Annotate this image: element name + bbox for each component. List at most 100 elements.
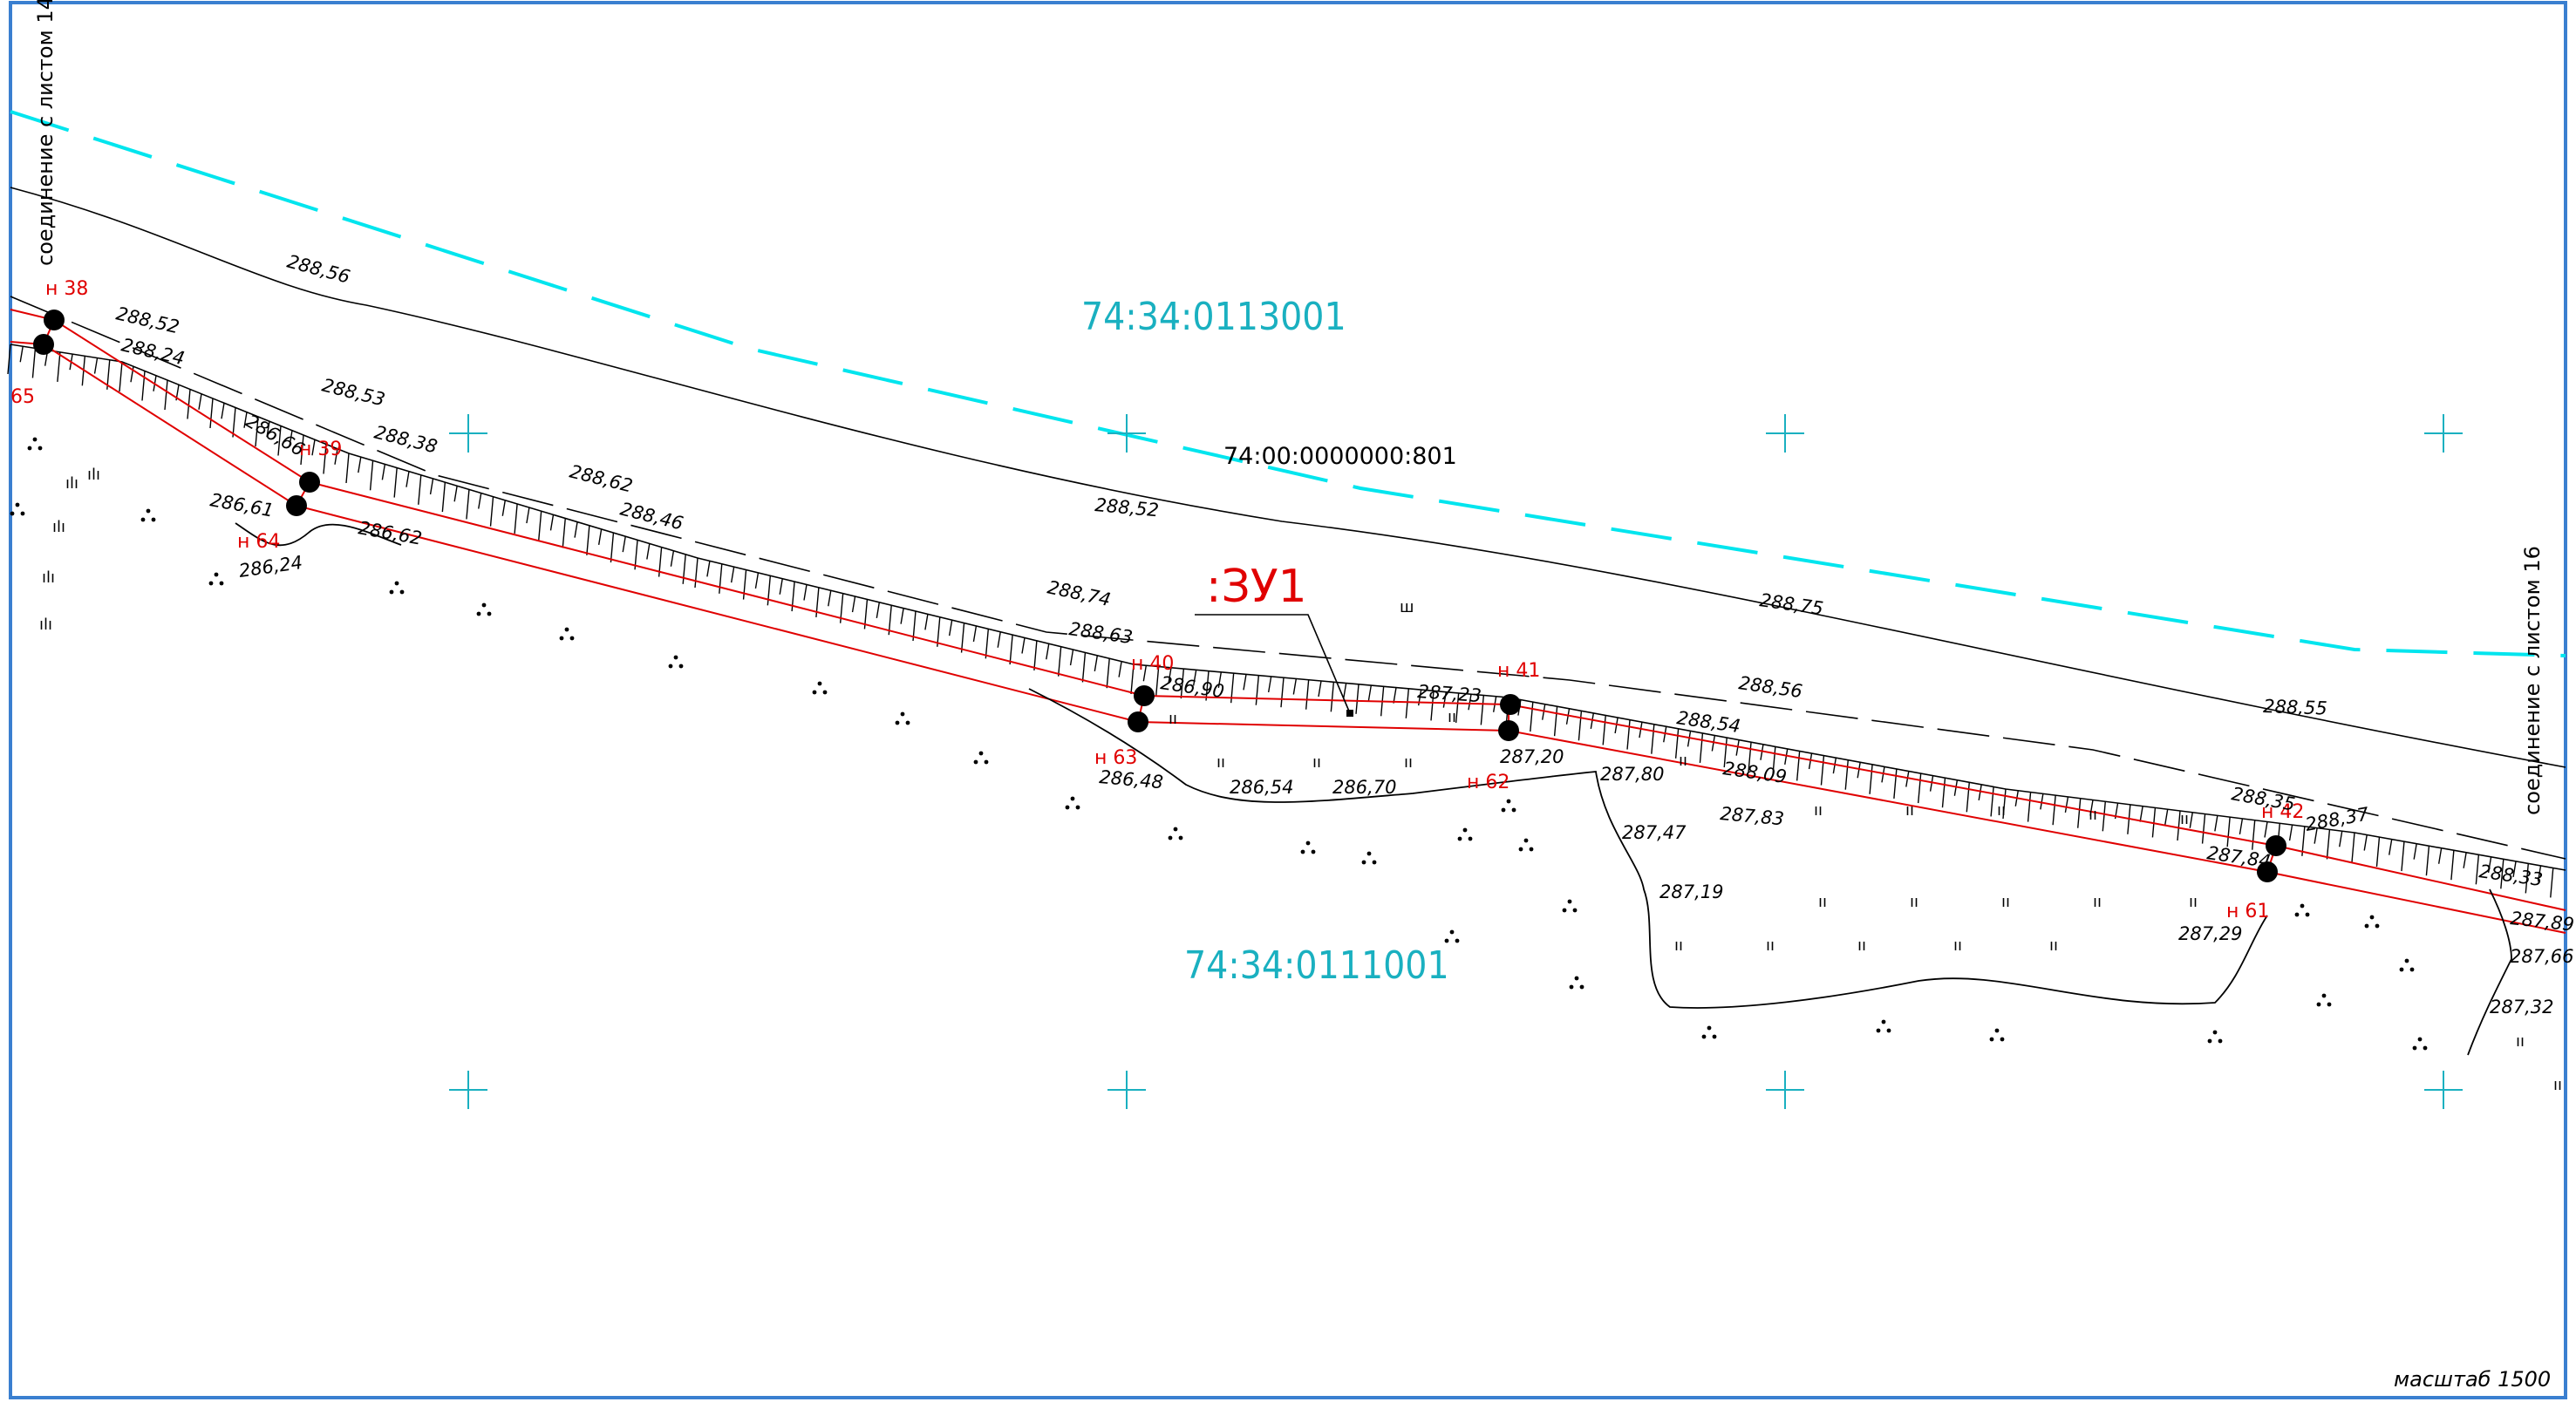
slope-hatch-tick — [501, 500, 507, 516]
elevation-mark: 287,83 — [1720, 803, 1785, 829]
slope-hatch-tick — [2375, 836, 2381, 868]
elevation-mark: 286,61 — [208, 489, 276, 521]
shrub-symbol — [10, 502, 25, 516]
point-marker — [1128, 711, 1148, 732]
elevation-mark: 287,29 — [2178, 923, 2242, 944]
slope-hatch-tick — [2537, 865, 2542, 882]
slope-hatch-tick — [1393, 687, 1397, 704]
slope-hatch-tick — [1674, 728, 1680, 759]
slope-hatch-tick — [2463, 852, 2467, 868]
slope-hatch-tick — [1990, 786, 1994, 817]
elevation-marks: 288,56 288,52 288,24 288,53 288,38 286,6… — [114, 251, 2575, 1017]
slope-hatch-tick — [1094, 655, 1099, 671]
slope-hatch-tick — [1808, 752, 1813, 770]
ditch-symbol: ıı — [1766, 936, 1775, 955]
slope-hatch-tick — [2177, 810, 2181, 841]
slope-hatch-tick — [1735, 739, 1740, 756]
grass-symbol: ılı — [65, 474, 78, 493]
shrub-symbol — [27, 437, 43, 451]
elevation-mark: 288,62 — [568, 461, 635, 497]
slope-hatch-tick — [2164, 809, 2169, 826]
slope-hatch-tick — [1893, 768, 1898, 800]
shrub-symbol — [973, 751, 989, 765]
slope-hatch-tick — [2475, 854, 2480, 885]
elevation-mark: 288,09 — [1721, 758, 1788, 787]
slope-hatch-tick — [2314, 827, 2318, 844]
point-label-65: 65 — [10, 386, 35, 408]
slope-hatch-tick — [1280, 677, 1285, 708]
slope-hatch-tick — [57, 351, 61, 382]
grass-symbol: ılı — [52, 518, 65, 536]
slope-hatch-tick — [586, 525, 590, 555]
shrub-symbol — [1457, 827, 1473, 841]
slope-hatch-tick — [1639, 722, 1643, 738]
slope-hatch-tick — [526, 507, 530, 524]
slope-hatch-tick — [2264, 821, 2268, 838]
slope-hatch-tick — [1578, 711, 1583, 741]
slope-hatch-tick — [1355, 684, 1360, 714]
slope-hatch-tick — [694, 557, 699, 589]
slope-hatch-tick — [478, 493, 482, 509]
slope-hatch-tick — [2102, 801, 2106, 832]
slope-hatch-tick — [1480, 695, 1485, 725]
point-label-42: н 42 — [2261, 801, 2304, 823]
elevation-mark: 288,52 — [114, 303, 181, 337]
shrub-symbol — [1300, 841, 1316, 854]
slope-hatch-tick — [1966, 782, 1970, 813]
slope-hatch-tick — [1205, 670, 1210, 701]
slope-hatch-tick — [323, 444, 327, 474]
slope-hatch-tick — [1820, 755, 1825, 786]
grass-symbol: ılı — [42, 568, 55, 587]
point-marker — [299, 472, 320, 493]
slope-hatch-tick — [1614, 717, 1619, 734]
slope-hatch-tick — [164, 379, 168, 411]
slope-hatch-tick — [646, 543, 651, 560]
ditch-symbol: ıı — [1905, 801, 1914, 820]
elevation-mark: 288,55 — [2263, 696, 2327, 719]
slope-hatch-tick — [2239, 818, 2244, 835]
slope-hatch-tick — [2326, 829, 2331, 860]
slope-hatch-tick — [960, 623, 965, 653]
slope-hatch-tick — [2437, 847, 2443, 864]
vegetation-boundary — [235, 522, 2512, 1056]
slope-hatch-tick — [1953, 779, 1959, 796]
slope-hatch-tick — [1455, 692, 1460, 723]
shrub-symbol — [2399, 958, 2415, 972]
slope-hatch-tick — [1941, 778, 1946, 808]
ditch-symbol: ıı — [2049, 936, 2058, 955]
ditch-symbol: ıı — [2553, 1076, 2562, 1094]
slope-hatch-tick — [1844, 759, 1849, 790]
slope-hatch-tick — [1180, 669, 1185, 699]
slope-hatch-tick — [730, 567, 735, 583]
slope-hatch-tick — [1033, 640, 1038, 670]
slope-hatch-tick — [682, 554, 686, 584]
point-label-64: н 64 — [237, 531, 280, 553]
ditch-symbol: ıı — [1312, 753, 1321, 772]
slope-hatch-tick — [1602, 715, 1606, 745]
slope-hatch-tick — [1748, 742, 1752, 772]
slope-hatch-tick — [1305, 679, 1310, 710]
point-marker — [1134, 685, 1155, 706]
shrub-symbol — [1168, 827, 1183, 841]
slope-hatch-tick — [2500, 859, 2504, 889]
slope-hatch-tick — [1542, 704, 1546, 720]
slope-hatch-tick — [405, 471, 410, 487]
slope-hatch-tick — [466, 489, 470, 520]
elevation-mark: 287,20 — [1500, 746, 1564, 767]
slope-hatch-tick — [2040, 793, 2044, 810]
slope-hatch-tick — [779, 578, 783, 595]
slope-hatch-tick — [209, 398, 214, 429]
slope-hatch-tick — [369, 460, 374, 491]
slope-hatch-tick — [1192, 670, 1197, 686]
ditch-symbol: ıı — [2001, 893, 2010, 911]
slope-hatch-tick — [1155, 666, 1160, 697]
road-boundary-dashed — [10, 296, 2566, 860]
point-labels: н 38 65 н 39 н 64 н 40 н 63 н 41 н 62 н … — [10, 278, 2304, 922]
road-parcel-label: 74:00:0000000:801 — [1223, 443, 1457, 470]
slope-hatch-tick — [670, 550, 675, 567]
slope-hatch-tick — [393, 467, 398, 498]
slope-hatch-tick — [130, 366, 134, 383]
slope-hatch-tick — [924, 614, 929, 630]
scale-label: масштаб 1500 — [2394, 1367, 2551, 1392]
ditch-symbol: ıı — [2093, 893, 2102, 911]
